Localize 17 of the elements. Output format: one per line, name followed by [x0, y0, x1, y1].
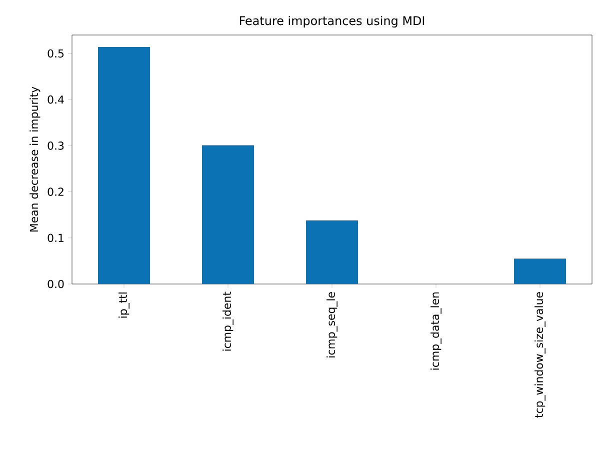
y-tick-label: 0.4 — [48, 95, 64, 104]
y-tick-label: 0.1 — [48, 234, 64, 242]
y-axis-title: Mean decrease in impurity — [30, 86, 40, 232]
bar — [514, 258, 566, 284]
y-tick-label: 0.2 — [48, 188, 64, 196]
x-tick-label: icmp_data_len — [430, 292, 442, 370]
x-tick-label: tcp_window_size_value — [534, 292, 546, 418]
y-tick-label: 0.0 — [48, 280, 64, 288]
chart-title: Feature importances using MDI — [240, 16, 424, 28]
y-tick-label: 0.5 — [48, 49, 64, 58]
x-tick-label: ip_ttl — [118, 292, 130, 318]
x-tick-label: icmp_seq_le — [326, 292, 338, 358]
y-tick-label: 0.3 — [48, 142, 64, 150]
bar — [98, 46, 150, 284]
bar — [202, 145, 254, 284]
x-tick-label: icmp_ident — [222, 292, 234, 351]
bar — [306, 220, 358, 284]
